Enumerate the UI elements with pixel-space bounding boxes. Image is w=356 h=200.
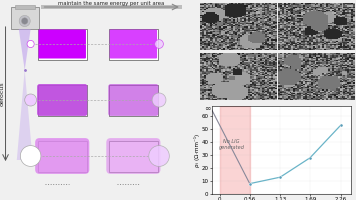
Circle shape [20, 146, 41, 166]
Text: No LIG
generated: No LIG generated [219, 139, 245, 150]
FancyBboxPatch shape [42, 5, 182, 9]
Circle shape [149, 146, 169, 166]
Circle shape [152, 93, 166, 107]
Text: maintain the same energy per unit area: maintain the same energy per unit area [58, 1, 164, 6]
Bar [220, 106, 250, 194]
FancyBboxPatch shape [106, 138, 161, 174]
FancyBboxPatch shape [15, 5, 35, 9]
Polygon shape [19, 29, 31, 70]
FancyBboxPatch shape [109, 140, 158, 171]
FancyBboxPatch shape [37, 28, 87, 60]
Y-axis label: ρₜ (Ω·mm⁻¹): ρₜ (Ω·mm⁻¹) [194, 133, 200, 167]
FancyBboxPatch shape [38, 30, 86, 58]
FancyBboxPatch shape [109, 28, 158, 60]
FancyBboxPatch shape [35, 138, 89, 174]
Circle shape [155, 40, 163, 48]
Circle shape [21, 18, 28, 24]
FancyBboxPatch shape [37, 140, 87, 171]
Circle shape [27, 40, 34, 48]
Circle shape [25, 94, 37, 106]
FancyBboxPatch shape [109, 85, 158, 116]
FancyBboxPatch shape [37, 84, 87, 116]
FancyBboxPatch shape [37, 85, 87, 116]
Text: ∞: ∞ [204, 104, 210, 113]
FancyBboxPatch shape [11, 7, 38, 29]
Text: defocus: defocus [0, 82, 5, 106]
Polygon shape [17, 70, 33, 160]
FancyBboxPatch shape [108, 84, 158, 116]
FancyBboxPatch shape [110, 30, 157, 58]
Circle shape [19, 15, 30, 27]
